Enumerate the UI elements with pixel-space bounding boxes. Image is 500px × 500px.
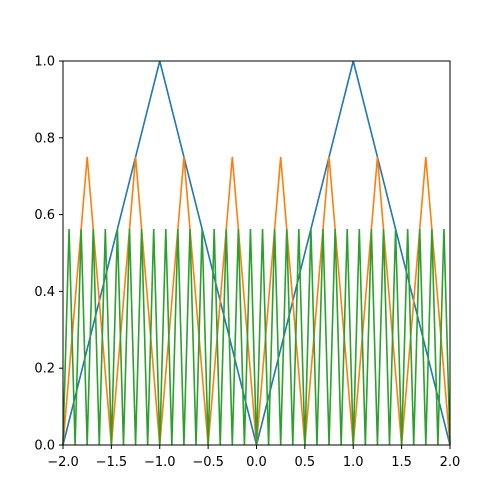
x-tick-label: 1.5 xyxy=(391,455,412,470)
y-axis: 0.0 0.2 0.4 0.6 0.8 1.0 xyxy=(34,55,63,454)
y-tick-label: 0.8 xyxy=(34,131,55,146)
y-tick-label: 0.4 xyxy=(34,285,55,300)
x-tick-label: −0.5 xyxy=(192,455,224,470)
x-axis: −2.0 −1.5 −1.0 −0.5 0.0 0.5 1.0 1.5 2.0 xyxy=(47,445,460,470)
x-tick-label: −1.5 xyxy=(96,455,128,470)
x-tick-label: 0.5 xyxy=(295,455,316,470)
x-tick-label: 1.0 xyxy=(343,455,364,470)
x-tick-label: 2.0 xyxy=(440,455,461,470)
x-tick-label: −1.0 xyxy=(144,455,176,470)
y-tick-label: 0.6 xyxy=(34,208,55,223)
x-tick-label: −2.0 xyxy=(47,455,79,470)
y-tick-label: 1.0 xyxy=(34,55,55,70)
y-tick-label: 0.0 xyxy=(34,439,55,454)
y-tick-label: 0.2 xyxy=(34,362,55,377)
x-tick-label: 0.0 xyxy=(246,455,267,470)
